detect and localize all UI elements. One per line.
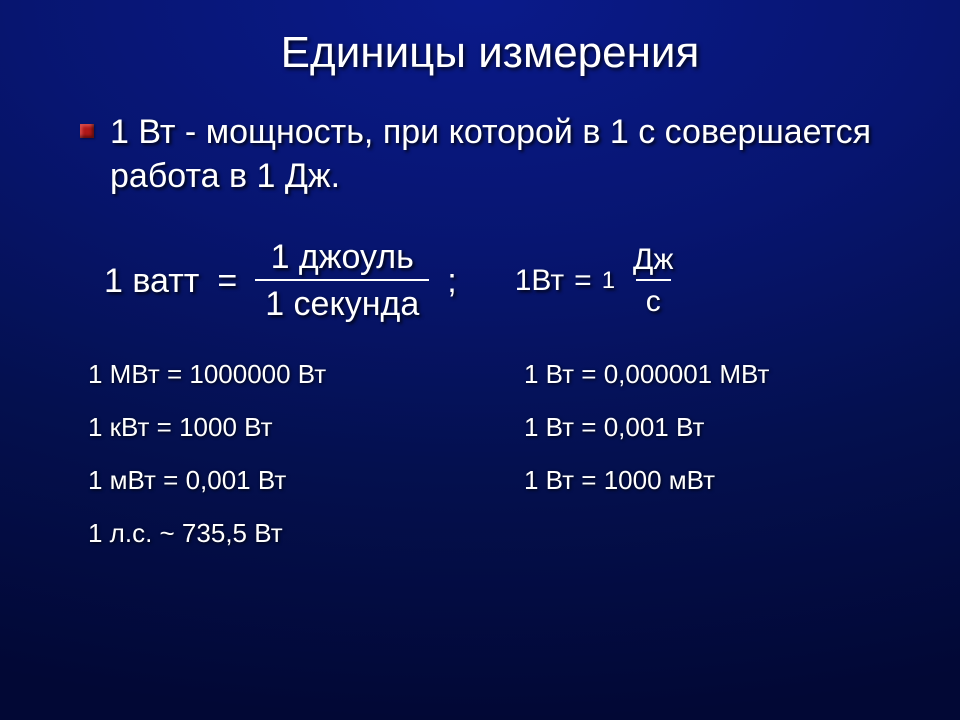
eq-rhs-num: Дж [623,243,683,280]
eq-fraction-left: 1 джоуль 1 секунда [255,238,429,324]
eq-rhs-den: с [636,279,671,320]
conv-right-1: 1 Вт = 0,001 Вт [524,412,900,443]
conv-last: 1 л.с. ~ 735,5 Вт [88,518,900,549]
conv-left-2: 1 мВт = 0,001 Вт [88,465,464,496]
eq-rhs-sign: = [574,264,592,298]
eq-num: 1 джоуль [261,238,424,279]
conv-right-0: 1 Вт = 0,000001 МВт [524,359,900,390]
eq-rhs-lhs: 1Вт [515,264,564,298]
eq-sign: = [217,262,237,301]
slide-title: Единицы измерения [80,28,900,78]
conversions-grid: 1 МВт = 1000000 Вт 1 Вт = 0,000001 МВт 1… [88,359,900,549]
eq-sep: ; [447,262,456,301]
eq-fraction-right: Дж с [623,243,683,320]
eq-lhs: 1 ватт [104,262,199,301]
definition-row: 1 Вт - мощность, при которой в 1 с совер… [80,110,900,198]
eq-right-group: 1Вт = 1 Дж с [515,243,684,320]
conv-right-2: 1 Вт = 1000 мВт [524,465,900,496]
bullet-icon [80,124,94,138]
definition-text: 1 Вт - мощность, при которой в 1 с совер… [110,110,900,198]
eq-rhs-one: 1 [602,267,615,295]
equation-row: 1 ватт = 1 джоуль 1 секунда ; 1Вт = 1 Дж… [104,238,900,324]
eq-den: 1 секунда [255,279,429,324]
conv-left-1: 1 кВт = 1000 Вт [88,412,464,443]
conv-left-0: 1 МВт = 1000000 Вт [88,359,464,390]
